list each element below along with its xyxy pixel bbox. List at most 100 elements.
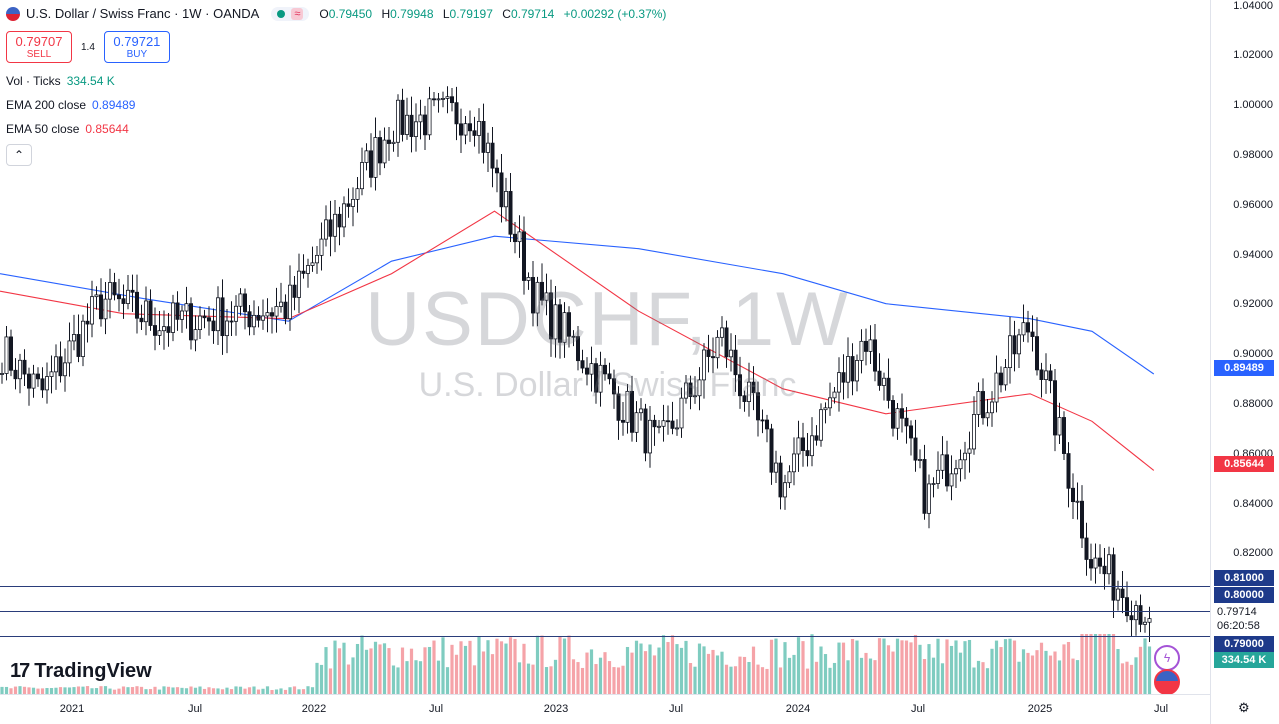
candle-body — [238, 293, 243, 307]
volume-bar — [796, 637, 801, 694]
candle-body — [837, 372, 842, 393]
indicator-ema-50[interactable]: EMA 50 close 0.85644 — [6, 122, 129, 136]
price-axis[interactable]: 1.04000 1.02000 1.00000 0.98000 0.96000 … — [1210, 0, 1279, 724]
candle-body — [976, 391, 981, 415]
sell-button[interactable]: 0.79707 SELL — [6, 31, 72, 63]
volume-bar — [355, 643, 360, 694]
horizontal-lines — [0, 585, 1210, 637]
candle-body — [1017, 334, 1022, 355]
buy-button[interactable]: 0.79721 BUY — [103, 31, 170, 63]
candle-body — [54, 356, 59, 373]
volume-bar — [45, 688, 49, 694]
price-tick: 0.92000 — [1233, 298, 1273, 310]
volume-bar — [414, 660, 418, 694]
candle-body — [855, 360, 860, 382]
volume-bar — [211, 688, 216, 694]
volume-bar — [85, 686, 90, 694]
volume-bar — [9, 688, 13, 694]
candle-body — [175, 302, 180, 320]
candle-body — [918, 459, 923, 461]
candle-body — [440, 98, 445, 100]
volume-bar — [1134, 657, 1138, 694]
volume-bar — [117, 688, 121, 694]
candle-body — [1021, 322, 1026, 336]
candle-body — [720, 327, 725, 338]
volume-bar — [184, 688, 189, 694]
trade-panel: 0.79707 SELL 1.4 0.79721 BUY — [6, 31, 170, 63]
candle-body — [63, 362, 68, 377]
volume-bar — [634, 640, 639, 694]
time-axis[interactable]: 2021 Jul 2022 Jul 2023 Jul 2024 Jul 2025… — [0, 694, 1210, 724]
candle-body — [22, 359, 27, 375]
candle-body — [454, 102, 459, 125]
candle-body — [58, 356, 63, 377]
candle-body — [476, 121, 481, 136]
ema-50-path — [0, 210, 1155, 471]
tradingview-logo[interactable]: 17 TradingView — [10, 660, 152, 682]
indicator-volume[interactable]: Vol · Ticks 334.54 K — [6, 74, 115, 88]
candle-body — [211, 320, 216, 332]
volume-bar — [112, 689, 117, 694]
volume-bar — [459, 641, 463, 694]
candle-body — [994, 372, 999, 403]
candle-body — [269, 312, 274, 317]
volume-bar — [720, 651, 724, 694]
candle-body — [580, 360, 585, 369]
candle-body — [598, 364, 603, 393]
gear-icon[interactable]: ⚙ — [1238, 700, 1250, 715]
us-flag-event-icon[interactable] — [1154, 669, 1180, 695]
volume-bar — [180, 687, 184, 694]
candle-body — [769, 428, 774, 473]
indicator-ema-200[interactable]: EMA 200 close 0.89489 — [6, 98, 136, 112]
price-tick: 0.88000 — [1233, 398, 1273, 410]
candle-body — [553, 304, 558, 340]
chart-header: U.S. Dollar / Swiss Franc · 1W · OANDA ≈… — [6, 6, 672, 21]
volume-bar — [940, 663, 945, 694]
volume-bar — [1102, 634, 1107, 694]
volume-bar — [324, 647, 328, 694]
candle-body — [8, 336, 13, 371]
volume-bar — [346, 664, 351, 694]
price-chart[interactable] — [0, 0, 1210, 694]
volume-bar — [1053, 651, 1057, 694]
symbol-title[interactable]: U.S. Dollar / Swiss Franc · 1W · OANDA — [26, 6, 260, 21]
candle-body — [260, 315, 265, 321]
volume-bar — [1048, 655, 1053, 694]
candle-body — [859, 340, 864, 361]
volume-bar — [904, 640, 909, 694]
volume-bar — [162, 686, 166, 694]
volume-bar — [823, 654, 828, 694]
candle-body — [467, 123, 472, 132]
candle-body — [202, 315, 207, 319]
volume-bar — [193, 687, 198, 694]
volume-bar — [567, 635, 571, 694]
candle-body — [310, 262, 315, 266]
market-status-pill[interactable]: ≈ — [271, 6, 310, 21]
volume-bar — [1035, 650, 1039, 694]
candle-body — [296, 270, 301, 298]
volume-bar — [27, 687, 31, 694]
volume-bar — [391, 665, 396, 694]
volume-bar — [373, 641, 378, 694]
volume-bar — [139, 686, 144, 694]
lightning-icon[interactable]: ϟ — [1154, 645, 1180, 671]
candle-body — [314, 254, 319, 264]
chevron-up-icon[interactable]: ⌃ — [6, 144, 32, 166]
volume-bar — [171, 687, 175, 694]
volume-bar — [31, 687, 36, 694]
volume-bar — [1143, 638, 1147, 694]
candle-body — [72, 334, 77, 342]
candle-body — [418, 114, 423, 123]
volume-bar — [841, 642, 846, 694]
volume-bar — [927, 644, 931, 694]
volume-bar — [967, 639, 972, 694]
line-price-tag: 0.81000 — [1214, 570, 1274, 586]
candle-body — [1008, 335, 1013, 369]
candle-body — [1111, 554, 1116, 601]
volume-bar — [1111, 634, 1116, 694]
candle-body — [900, 408, 905, 419]
candle-body — [940, 454, 945, 471]
volume-bar — [976, 660, 981, 694]
candle-body — [724, 327, 729, 358]
candle-body — [760, 419, 765, 422]
